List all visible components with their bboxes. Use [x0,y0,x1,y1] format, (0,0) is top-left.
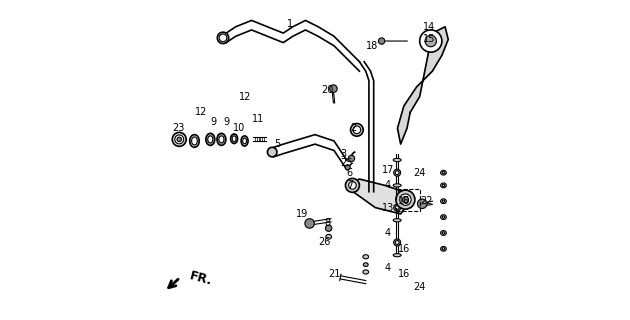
Text: 16: 16 [398,269,410,279]
Text: 26: 26 [318,237,331,247]
Ellipse shape [363,270,369,274]
Text: 24: 24 [413,282,426,292]
Ellipse shape [394,169,401,176]
Circle shape [418,199,427,209]
Circle shape [350,124,364,136]
Ellipse shape [393,219,401,222]
Ellipse shape [393,253,401,257]
Text: 11: 11 [252,114,264,124]
Circle shape [379,38,385,44]
Text: 17: 17 [382,164,394,174]
Circle shape [219,34,227,42]
Ellipse shape [440,246,446,251]
Ellipse shape [442,232,445,234]
Ellipse shape [440,183,446,188]
Polygon shape [346,179,410,214]
Text: 22: 22 [420,196,432,206]
Text: 15: 15 [423,35,435,44]
Ellipse shape [190,135,199,147]
Ellipse shape [206,133,215,145]
Circle shape [348,155,355,162]
Ellipse shape [442,248,445,250]
Text: 24: 24 [413,168,426,178]
Text: 6: 6 [347,168,353,178]
Circle shape [353,126,361,134]
Circle shape [267,147,277,157]
Circle shape [348,181,356,189]
Circle shape [345,178,359,192]
Circle shape [326,225,332,231]
Ellipse shape [326,234,331,239]
Circle shape [329,85,337,92]
Text: 5: 5 [274,139,280,149]
Circle shape [175,135,184,144]
Ellipse shape [440,170,446,175]
Text: 19: 19 [296,209,309,219]
Text: 20: 20 [321,85,334,95]
Ellipse shape [217,133,226,145]
Circle shape [177,137,181,142]
Ellipse shape [442,172,445,174]
Ellipse shape [440,199,446,204]
Ellipse shape [442,200,445,202]
Ellipse shape [393,158,401,162]
Ellipse shape [440,231,446,235]
Ellipse shape [364,263,368,267]
Text: 8: 8 [324,219,331,228]
Ellipse shape [232,136,236,142]
Ellipse shape [241,136,248,146]
Text: FR.: FR. [188,270,214,288]
Text: 16: 16 [398,196,410,206]
Polygon shape [398,27,448,144]
Ellipse shape [394,239,401,246]
Ellipse shape [243,138,246,144]
Ellipse shape [393,184,401,187]
Text: 3: 3 [340,149,347,159]
Ellipse shape [442,216,445,218]
Ellipse shape [395,241,399,244]
Circle shape [305,219,314,228]
Circle shape [345,165,350,170]
Ellipse shape [363,255,369,259]
Text: 9: 9 [210,117,217,127]
Circle shape [420,30,442,52]
Text: 2: 2 [350,123,356,133]
Circle shape [396,190,415,209]
Text: 7: 7 [346,180,353,190]
Text: 9: 9 [223,117,229,127]
Text: 14: 14 [423,22,435,32]
Bar [396,188,420,211]
Text: 21: 21 [328,269,340,279]
Ellipse shape [219,136,224,143]
Text: 18: 18 [366,41,378,51]
Text: 12: 12 [239,92,251,101]
Text: 4: 4 [385,228,391,238]
Circle shape [217,32,229,44]
Text: 10: 10 [232,123,245,133]
Ellipse shape [442,184,445,187]
Text: 1: 1 [287,19,293,28]
Text: 25: 25 [340,158,353,168]
Text: 13: 13 [382,203,394,212]
Circle shape [425,35,437,47]
Circle shape [399,194,411,205]
Circle shape [172,132,186,146]
Ellipse shape [208,136,213,143]
Ellipse shape [440,215,446,220]
Ellipse shape [231,134,238,143]
Ellipse shape [395,171,399,175]
Circle shape [402,196,409,203]
Ellipse shape [395,206,399,210]
Text: 12: 12 [195,108,207,117]
Text: 23: 23 [173,123,185,133]
Text: 4: 4 [385,180,391,190]
Ellipse shape [394,204,401,211]
Text: 16: 16 [398,244,410,254]
Text: 4: 4 [385,263,391,273]
Ellipse shape [192,137,197,145]
